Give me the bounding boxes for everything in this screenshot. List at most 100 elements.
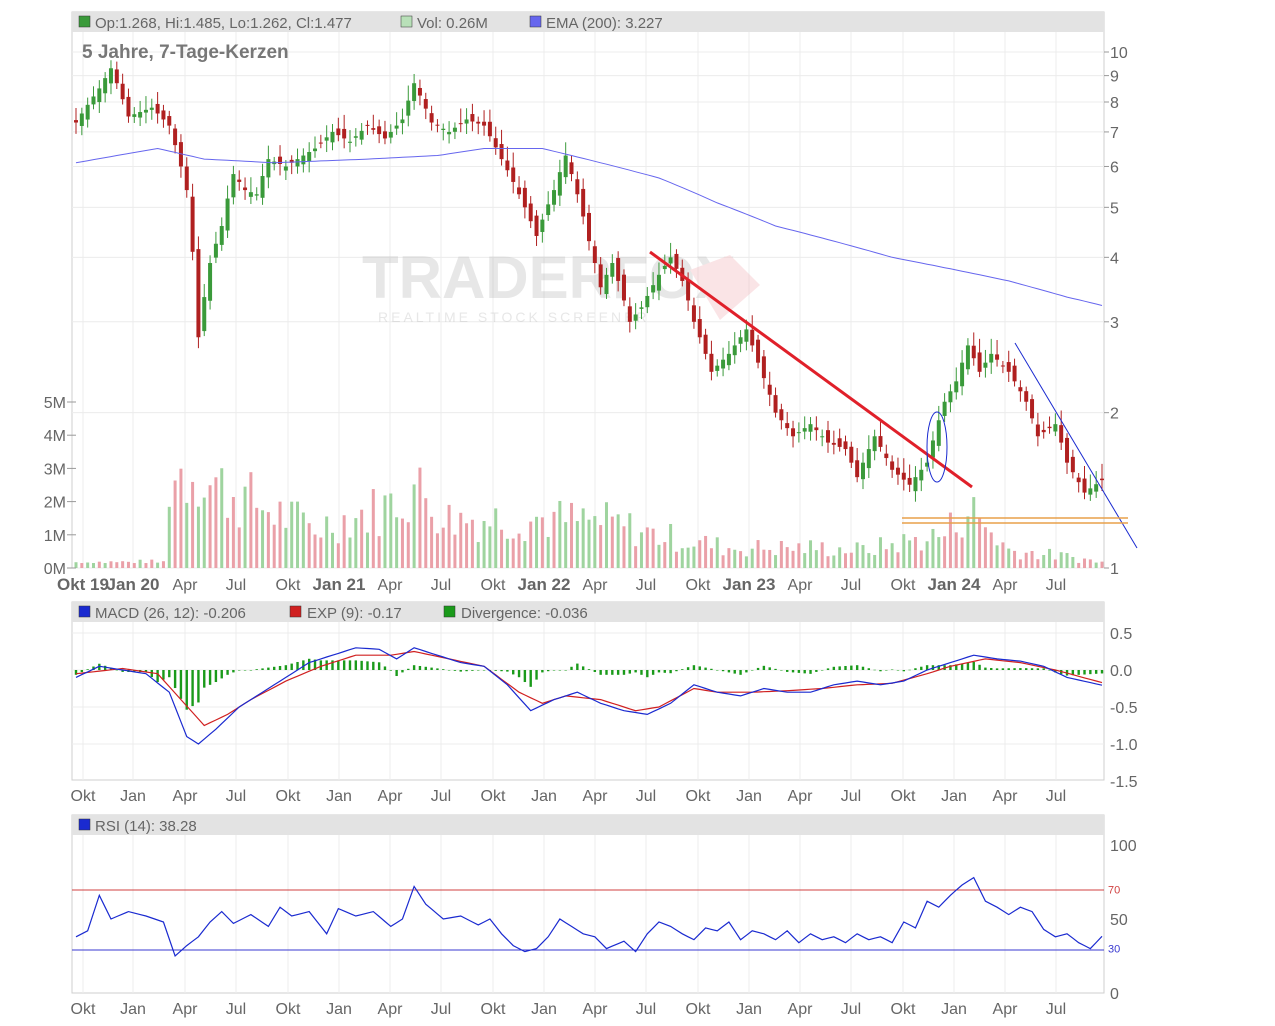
divergence-bar	[564, 670, 567, 671]
volume-bar	[750, 548, 754, 568]
volume-bar	[535, 516, 539, 568]
volume-bar	[115, 562, 119, 568]
candle-body	[161, 110, 166, 120]
price-x-tick: Okt	[481, 577, 506, 594]
volume-bar	[540, 517, 544, 568]
price-x-tick: Jan 24	[928, 575, 981, 594]
x-tick: Apr	[378, 1001, 404, 1018]
volume-bar	[255, 507, 259, 568]
candle-body	[219, 226, 224, 245]
volume-bar	[138, 559, 142, 568]
divergence-bar	[278, 665, 282, 670]
candle-body	[621, 274, 626, 301]
divergence-bar	[372, 661, 375, 670]
divergence-bar	[972, 661, 975, 670]
divergence-bar	[879, 670, 882, 672]
rsi-y-tick: 100	[1110, 838, 1137, 855]
candle-body	[97, 88, 102, 103]
volume-bar	[1094, 562, 1098, 568]
candle-body	[202, 297, 207, 332]
candle-body	[604, 274, 609, 295]
divergence-bar	[80, 670, 84, 673]
divergence-bar	[1071, 670, 1075, 676]
volume-bar	[179, 468, 183, 568]
macd-x-axis: Okt Jan Apr Jul Okt Jan Apr Jul Okt Jan Apr Jul Okt J…	[71, 788, 1067, 805]
candle-body	[709, 353, 714, 372]
price-legend-bar	[72, 12, 1104, 32]
price-y-tick: 9	[1110, 69, 1119, 86]
volume-bar	[645, 527, 649, 568]
divergence-bar	[191, 670, 194, 707]
candle-body	[814, 427, 819, 431]
price-x-tick: Jul	[431, 577, 451, 594]
divergence-bar	[558, 670, 562, 671]
divergence-bar	[307, 658, 311, 670]
volume-bar	[546, 536, 550, 568]
volume-bar	[1071, 556, 1075, 568]
candle-body	[441, 128, 446, 131]
divergence-bar	[698, 666, 701, 670]
divergence-bar	[115, 669, 119, 671]
divergence-bar	[348, 660, 352, 670]
macd-y-tick: -0.5	[1110, 700, 1138, 717]
x-tick: Okt	[891, 1001, 916, 1018]
x-tick: Okt	[71, 788, 96, 805]
volume-bar	[360, 509, 364, 568]
candle-body	[1000, 365, 1005, 367]
rsi-panel	[71, 814, 1105, 994]
candle-body	[557, 172, 562, 196]
volume-bar	[109, 561, 113, 568]
volume-bar	[313, 534, 317, 568]
divergence-bar	[92, 666, 95, 670]
divergence-bar	[337, 660, 340, 670]
candle-body	[651, 285, 656, 293]
divergence-bar	[133, 670, 136, 673]
divergence-bar	[622, 670, 626, 675]
candle-body	[196, 249, 201, 338]
volume-bar	[575, 521, 579, 568]
candle-body	[1041, 429, 1046, 433]
divergence-bar	[302, 660, 305, 670]
divergence-bar	[366, 661, 369, 670]
ema-legend-swatch	[529, 15, 542, 28]
volume-bar	[983, 527, 987, 568]
candle-body	[656, 274, 661, 291]
volume-bar	[278, 501, 282, 568]
volume-bar	[354, 518, 358, 568]
divergence-bar	[710, 668, 713, 670]
divergence-bar	[232, 670, 235, 673]
x-tick: Apr	[788, 1001, 814, 1018]
rsi-y-tick: 0	[1110, 986, 1119, 1003]
volume-bar	[867, 553, 871, 568]
volume-y-tick: 5M	[44, 395, 66, 412]
divergence-bar	[255, 669, 258, 670]
price-x-tick: Apr	[378, 577, 404, 594]
divergence-bar	[832, 666, 836, 670]
divergence-bar	[704, 667, 707, 670]
volume-bar	[348, 537, 352, 568]
volume-bar	[838, 547, 842, 568]
candle-body	[610, 263, 615, 277]
candle-body	[674, 253, 679, 269]
divergence-bar	[739, 670, 742, 675]
candle-body	[452, 127, 457, 132]
divergence-bar	[1054, 670, 1057, 673]
volume-bar	[739, 551, 743, 568]
candle-body	[627, 306, 632, 322]
price-y-axis: 10 9 8 7 6 5 4 3 2 1	[1104, 45, 1128, 578]
x-tick: Jul	[226, 1001, 246, 1018]
candle-body	[738, 337, 743, 344]
candle-body	[278, 156, 283, 164]
x-tick: Apr	[173, 788, 199, 805]
divergence-bar	[512, 670, 515, 675]
rsi-legend-swatch	[78, 818, 91, 831]
candle-body	[266, 159, 271, 178]
x-tick: Okt	[481, 1001, 506, 1018]
divergence-bar	[1094, 670, 1098, 674]
divergence-bar	[896, 670, 900, 671]
volume-bar	[307, 523, 311, 568]
x-tick: Okt	[481, 788, 506, 805]
volume-bar	[803, 553, 807, 568]
candle-body	[540, 219, 545, 232]
